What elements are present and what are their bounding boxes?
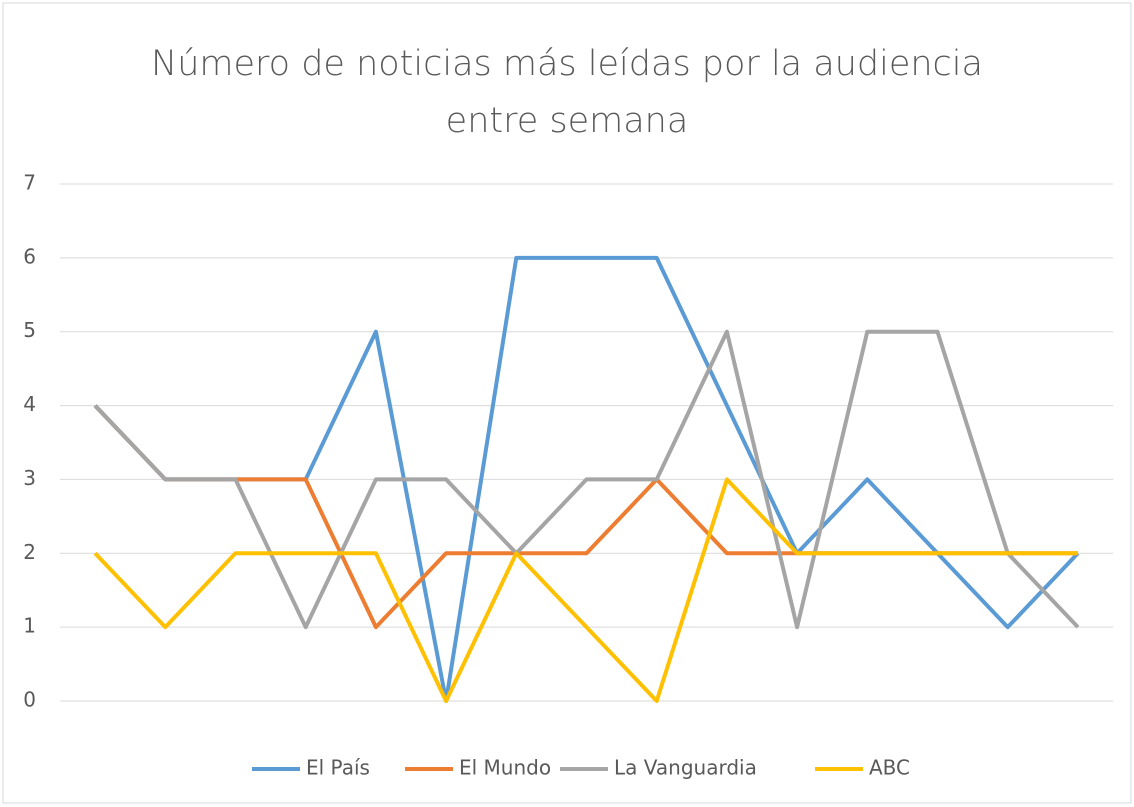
y-tick-label: 6 — [23, 244, 36, 268]
legend-label: ABC — [869, 756, 910, 780]
legend-label: El País — [306, 756, 370, 780]
series-line — [93, 329, 1080, 630]
y-tick-label: 3 — [23, 466, 36, 490]
y-tick-label: 4 — [23, 392, 36, 416]
legend-label: El Mundo — [459, 756, 551, 780]
y-tick-label: 7 — [23, 171, 36, 195]
legend-label: La Vanguardia — [614, 756, 757, 780]
y-tick-label: 5 — [23, 318, 36, 342]
chart-title: Número de noticias más leídas por la aud… — [151, 44, 983, 141]
series-line — [93, 477, 1078, 703]
y-tick-label: 2 — [23, 540, 36, 564]
y-tick-label: 1 — [23, 614, 36, 638]
y-tick-label: 0 — [23, 688, 36, 712]
